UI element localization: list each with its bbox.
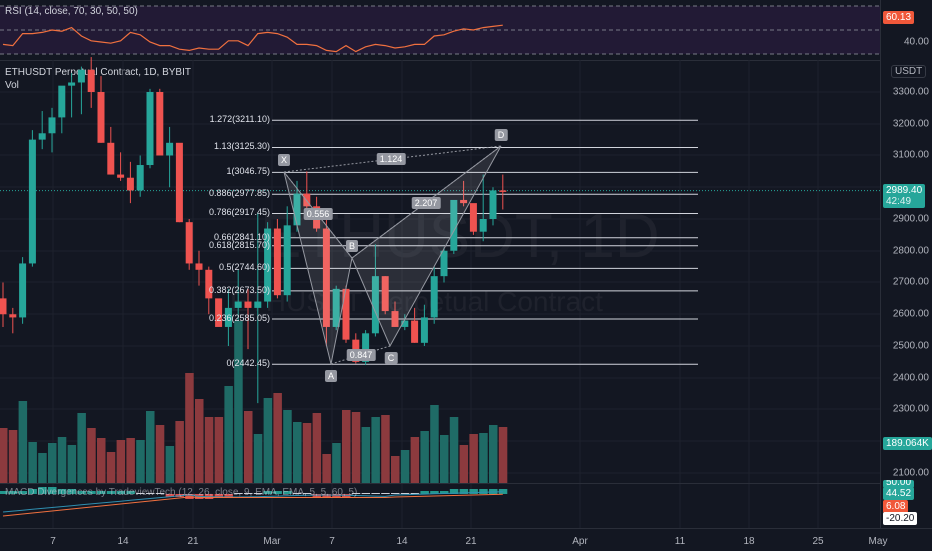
x-tick: 21 [187,536,199,547]
fib-level-label: 1.272(3211.10) [209,114,270,125]
rsi-value-tag: 60.13 [883,11,915,24]
fib-level-label: 0(2442.45) [226,358,270,369]
x-tick: 7 [329,536,335,547]
harmonic-point-a[interactable]: A [324,370,338,382]
macd-legend: MACD Divergences by TradeviewTech (12, 2… [5,487,358,498]
fib-level-label: 1(3046.75) [226,166,270,177]
last-price: 2989.40 [886,185,923,196]
x-tick: 14 [117,536,129,547]
rsi-legend: RSI (14, close, 70, 30, 50, 50) [5,6,138,17]
harmonic-point-b[interactable]: B [345,240,359,252]
fib-level-label: 0.236(2585.05) [208,312,270,323]
currency-label[interactable]: USDT [891,65,927,78]
fib-level-label: 0.886(2977.85) [208,188,270,199]
main-legend-title: ETHUSDT Perpetual Contract, 1D, BYBIT [5,67,191,78]
fib-level-label: 1.13(3125.30) [213,141,270,152]
price-tick: 3100.00 [892,149,929,161]
fib-level-label: 0.786(2917.45) [208,207,270,218]
macd-signal-tag: 6.08 [883,500,909,513]
price-tick: 2900.00 [892,213,929,225]
harmonic-point-d[interactable]: D [494,129,508,141]
price-chart-canvas [0,57,880,528]
price-tick: 2700.00 [892,276,929,288]
harmonic-ratio-label: 0.556 [303,208,333,220]
x-tick: Mar [263,536,281,547]
x-tick: 11 [674,536,686,547]
price-axis[interactable]: 60.13 40.00 USDT 3300.00 3200.00 3100.00… [880,0,932,528]
time-axis[interactable] [0,528,932,551]
last-price-tag: 2989.40 42:49 [883,184,926,208]
x-tick: 14 [396,536,408,547]
rsi-pane[interactable]: RSI (14, close, 70, 30, 50, 50) [0,0,880,60]
price-tick: 3300.00 [892,86,929,98]
price-tick: 3200.00 [892,118,929,130]
price-tick: 2600.00 [892,308,929,320]
rsi-plot [0,5,880,55]
fib-level-label: 0.66(2841.10) [213,231,270,242]
price-tick: 2400.00 [892,372,929,384]
x-tick: 18 [743,536,755,547]
harmonic-ratio-label: 2.207 [411,197,441,209]
macd-pane[interactable]: MACD Divergences by TradeviewTech (12, 2… [0,483,880,529]
x-tick: 21 [465,536,477,547]
macd-histogram-tag: -20.20 [883,512,918,525]
macd-tag-top: 50.00 [883,480,915,488]
volume-legend: Vol [5,80,19,91]
price-tick: 2100.00 [892,467,929,479]
x-tick: 7 [50,536,56,547]
macd-value-tag: 44.52 [883,487,915,500]
x-tick: Apr [572,536,588,547]
harmonic-ratio-label: 0.847 [346,349,376,361]
volume-value-tag: 189.064K [883,437,932,450]
harmonic-point-c[interactable]: C [384,352,398,364]
fib-level-label: 0.382(2673.50) [208,284,270,295]
bar-countdown: 42:49 [886,196,912,207]
harmonic-point-x[interactable]: X [277,154,291,166]
price-tick: 2800.00 [892,245,929,257]
price-tick: 2500.00 [892,340,929,352]
rsi-axis-tick: 40.00 [903,36,929,48]
x-tick: 25 [812,536,824,547]
fib-level-label: 0.5(2744.60) [218,262,270,273]
price-tick: 2300.00 [892,403,929,415]
x-tick: May [868,536,888,547]
harmonic-ratio-label: 1.124 [376,153,406,165]
fib-level-label: 0.618(2815.70) [208,239,270,250]
